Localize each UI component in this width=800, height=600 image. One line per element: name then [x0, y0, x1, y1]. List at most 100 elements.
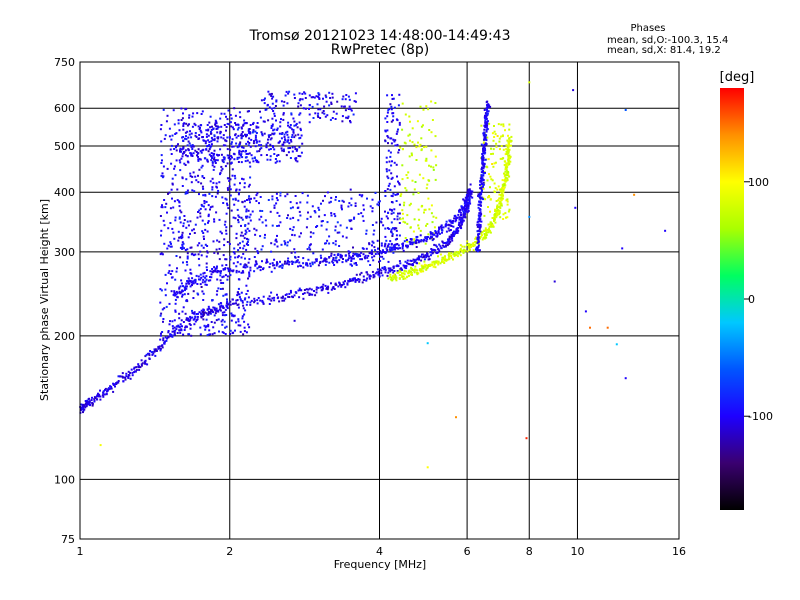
- echo-point: [199, 215, 202, 218]
- echo-point: [381, 274, 384, 277]
- echo-point: [360, 195, 363, 198]
- echo-point: [176, 267, 178, 270]
- echo-point: [393, 227, 396, 230]
- echo-point: [325, 260, 327, 263]
- echo-point: [460, 222, 463, 225]
- echo-point: [237, 134, 240, 137]
- echo-point: [396, 215, 399, 218]
- echo-point: [391, 279, 394, 282]
- echo-point: [164, 294, 167, 297]
- echo-point: [411, 154, 413, 157]
- echo-point: [342, 258, 344, 260]
- echo-point: [481, 162, 484, 165]
- echo-point: [439, 245, 442, 248]
- echo-point: [214, 119, 217, 122]
- echo-point: [183, 215, 186, 217]
- echo-point: [445, 259, 448, 262]
- echo-point: [185, 282, 188, 285]
- echo-point: [487, 196, 489, 199]
- echo-point: [181, 290, 184, 293]
- echo-point: [191, 155, 194, 157]
- echo-point: [248, 195, 251, 198]
- echo-point: [236, 156, 239, 159]
- echo-point: [399, 270, 402, 273]
- echo-point: [379, 259, 382, 262]
- echo-point: [484, 171, 486, 174]
- echo-point: [479, 200, 482, 203]
- echo-point: [175, 270, 178, 273]
- echo-point: [204, 140, 207, 143]
- echo-point: [248, 229, 251, 232]
- echo-point: [253, 197, 256, 200]
- echo-point: [485, 129, 488, 132]
- echo-point: [242, 252, 245, 255]
- echo-point: [397, 104, 400, 107]
- echo-point: [258, 202, 260, 205]
- echo-point: [183, 162, 186, 165]
- echo-point: [390, 208, 393, 211]
- echo-point: [206, 230, 209, 233]
- echo-point: [212, 168, 215, 171]
- echo-point: [444, 245, 447, 248]
- echo-point: [497, 123, 500, 126]
- echo-point: [315, 260, 318, 263]
- echo-point: [454, 214, 457, 217]
- echo-point: [394, 139, 397, 142]
- echo-point: [326, 288, 329, 291]
- echo-point: [338, 259, 341, 262]
- echo-point: [381, 266, 384, 269]
- echo-point: [261, 210, 264, 212]
- echo-point: [503, 179, 506, 182]
- echo-point: [199, 207, 202, 210]
- echo-point: [216, 265, 218, 268]
- echo-point: [499, 216, 502, 219]
- echo-point: [482, 156, 485, 159]
- echo-point: [388, 160, 391, 163]
- echo-point: [234, 177, 237, 180]
- echo-point: [286, 130, 289, 133]
- echo-point: [295, 122, 298, 125]
- echo-point: [374, 272, 377, 275]
- echo-point: [197, 312, 199, 315]
- echo-point: [185, 191, 188, 194]
- echo-point: [359, 258, 362, 261]
- echo-point: [355, 262, 357, 264]
- echo-point: [161, 331, 164, 333]
- echo-point: [221, 196, 224, 199]
- echo-point: [184, 285, 187, 288]
- echo-point: [424, 242, 427, 245]
- echo-point: [255, 126, 258, 129]
- echo-point: [393, 228, 396, 231]
- echo-point: [409, 273, 412, 276]
- echo-point: [363, 278, 366, 281]
- echo-point: [219, 173, 221, 176]
- echo-point: [287, 214, 289, 217]
- echo-point: [492, 139, 495, 142]
- echo-point: [227, 109, 230, 112]
- echo-point: [229, 258, 232, 261]
- echo-point: [282, 104, 285, 107]
- echo-point: [352, 255, 354, 257]
- echo-point: [211, 125, 213, 128]
- echo-point: [179, 169, 182, 172]
- echo-point: [198, 128, 201, 130]
- echo-point: [215, 125, 218, 128]
- echo-point: [192, 228, 195, 231]
- echo-point: [395, 276, 398, 279]
- echo-point: [434, 261, 437, 264]
- echo-point: [491, 132, 494, 135]
- echo-point: [372, 241, 375, 244]
- echo-point: [510, 135, 513, 138]
- echo-point: [192, 282, 195, 285]
- echo-point: [354, 280, 357, 283]
- echo-point: [164, 273, 167, 276]
- echo-point: [210, 152, 213, 155]
- echo-point: [203, 271, 206, 274]
- echo-point: [356, 279, 359, 282]
- echo-point: [187, 140, 190, 143]
- echo-point: [393, 245, 396, 247]
- echo-point: [584, 310, 587, 313]
- echo-point: [347, 280, 350, 283]
- echo-point: [238, 270, 241, 273]
- echo-point: [328, 242, 331, 245]
